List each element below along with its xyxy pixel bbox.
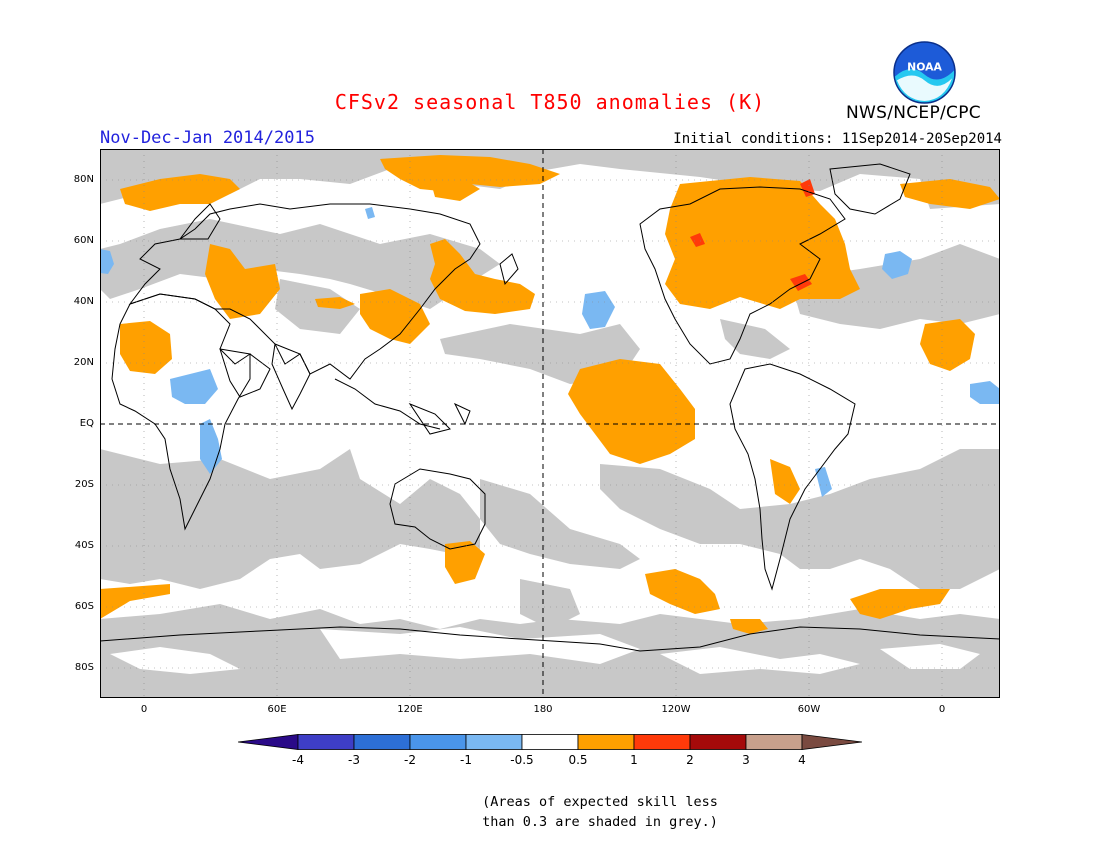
lat-label: 80S <box>74 662 94 673</box>
lon-label: 180 <box>533 704 553 715</box>
legend-tick-label: 0.5 <box>568 753 588 767</box>
initial-conditions: Initial conditions: 11Sep2014-20Sep2014 <box>673 131 1002 147</box>
legend-cell <box>577 734 635 750</box>
lon-label: 60W <box>797 704 821 715</box>
legend-cell <box>633 734 691 750</box>
legend-cell <box>409 734 467 750</box>
skill-footnote: (Areas of expected skill less than 0.3 a… <box>440 792 760 832</box>
graticule <box>100 149 1000 698</box>
coastlines <box>100 163 1000 652</box>
legend-tick-label: -1 <box>460 753 472 767</box>
logo-text: NOAA <box>907 61 942 74</box>
legend-cell <box>353 734 411 750</box>
footnote-line: (Areas of expected skill less <box>482 794 718 810</box>
legend-cell <box>745 734 803 750</box>
lon-label: 120E <box>397 704 423 715</box>
legend-cell <box>801 734 862 750</box>
forecast-period: Nov-Dec-Jan 2014/2015 <box>100 128 315 148</box>
legend-tick-label: 3 <box>742 753 750 767</box>
low-skill-grey-regions <box>100 149 1000 698</box>
legend-tick-label: -4 <box>292 753 304 767</box>
lon-label: 0 <box>140 704 148 715</box>
legend-cell <box>689 734 747 750</box>
footnote-line: than 0.3 are shaded in grey.) <box>482 814 718 830</box>
legend-cell <box>521 734 579 750</box>
legend-tick-label: 4 <box>798 753 806 767</box>
noaa-logo: NOAA <box>893 41 956 104</box>
lat-label: 40S <box>74 540 94 551</box>
lon-label: 120W <box>661 704 691 715</box>
map-frame <box>100 149 1000 698</box>
legend-tick-label: -0.5 <box>510 753 534 767</box>
legend-cell <box>465 734 523 750</box>
agency-label: NWS/NCEP/CPC <box>846 103 981 123</box>
chart-title: CFSv2 seasonal T850 anomalies (K) <box>334 90 766 114</box>
lat-label: 60S <box>74 601 94 612</box>
lat-label: 20S <box>74 479 94 490</box>
anomaly-map <box>100 149 1000 698</box>
lat-label: 80N <box>73 174 94 185</box>
legend-tick-label: 2 <box>686 753 694 767</box>
lat-label: 40N <box>73 296 94 307</box>
legend-cell <box>297 734 355 750</box>
lon-label: 0 <box>938 704 946 715</box>
legend-cell <box>238 734 299 750</box>
lat-label: 60N <box>73 235 94 246</box>
legend-tick-label: 1 <box>630 753 638 767</box>
legend-tick-label: -3 <box>348 753 360 767</box>
legend-tick-label: -2 <box>404 753 416 767</box>
lon-label: 60E <box>267 704 287 715</box>
color-legend-bar <box>238 734 862 750</box>
lat-label: EQ <box>79 418 94 429</box>
lat-label: 20N <box>73 357 94 368</box>
